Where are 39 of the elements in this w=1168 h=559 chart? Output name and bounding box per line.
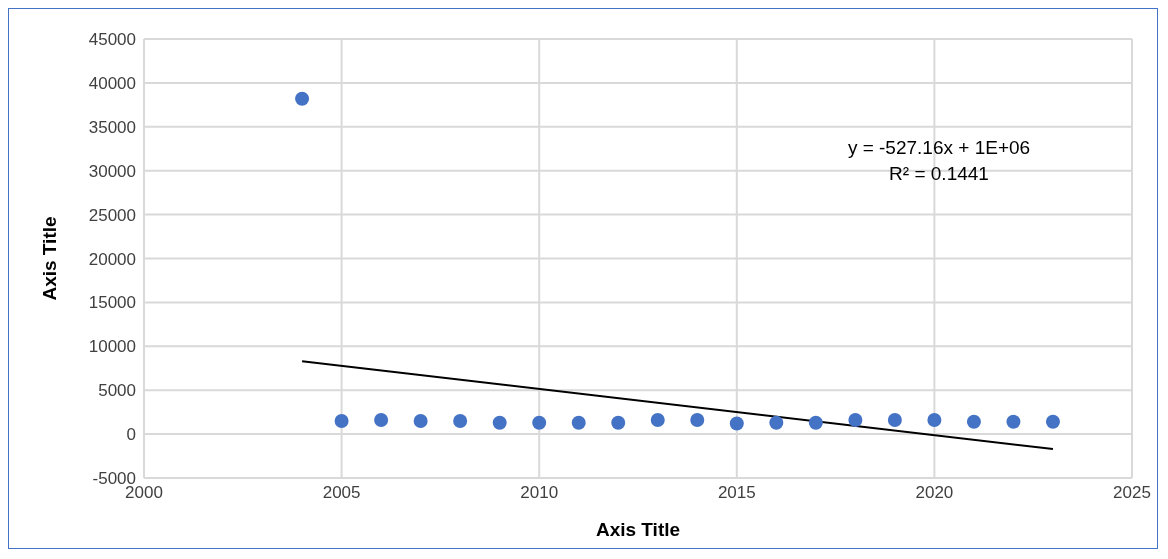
point: [413, 413, 428, 428]
point: [1006, 414, 1021, 429]
x-axis-title: Axis Title: [595, 519, 681, 540]
x-tick-label: 2025: [1113, 483, 1151, 503]
x-tick-label: 2015: [717, 483, 756, 503]
y-tick-label: 45000: [88, 30, 136, 50]
point: [611, 415, 626, 430]
y-tick-label: 25000: [88, 205, 136, 225]
point: [453, 413, 468, 428]
x-tick-label: 2005: [322, 483, 361, 503]
point: [571, 415, 586, 430]
y-tick-label: 0: [126, 425, 136, 445]
y-tick-label: 20000: [88, 249, 136, 269]
point: [492, 415, 507, 430]
y-tick-label: 5000: [98, 381, 136, 401]
point: [729, 416, 744, 431]
point: [690, 413, 705, 428]
annotation: R² = 0.1441: [888, 162, 990, 186]
point: [887, 413, 902, 428]
y-tick-label: 40000: [88, 73, 136, 93]
point: [1045, 414, 1060, 429]
point: [334, 413, 349, 428]
point: [769, 415, 784, 430]
point: [295, 91, 310, 106]
point: [532, 415, 547, 430]
x-tick-label: 2010: [520, 483, 559, 503]
y-tick-label: 15000: [88, 293, 136, 313]
y-tick-label: 10000: [88, 337, 136, 357]
point: [374, 413, 389, 428]
y-tick-label: 30000: [88, 161, 136, 181]
point: [808, 415, 823, 430]
point: [927, 413, 942, 428]
y-axis-title: Axis Title: [38, 216, 60, 301]
point: [966, 414, 981, 429]
y-tick-label: 35000: [88, 117, 136, 137]
annotation: y = -527.16x + 1E+06: [846, 136, 1032, 160]
x-tick-label: 2020: [915, 483, 954, 503]
point: [848, 413, 863, 428]
point: [650, 413, 665, 428]
